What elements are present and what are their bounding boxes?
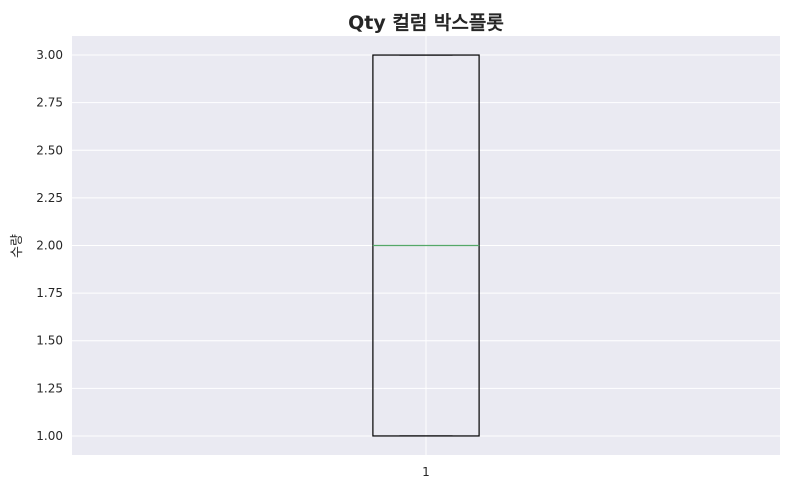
y-tick-label: 1.75 <box>36 286 63 300</box>
box-group <box>372 54 480 437</box>
y-tick-label: 2.50 <box>36 143 63 157</box>
y-tick-label: 3.00 <box>36 48 63 62</box>
y-tick-label: 2.75 <box>36 96 63 110</box>
box-item <box>372 54 480 437</box>
y-tick-label: 1.00 <box>36 429 63 443</box>
x-tick-labels: 1 <box>422 465 430 479</box>
y-tick-label: 1.50 <box>36 334 63 348</box>
y-axis-label: 수량 <box>10 234 25 258</box>
y-tick-label: 2.00 <box>36 239 63 253</box>
x-tick-label: 1 <box>422 465 430 479</box>
y-tick-label: 2.25 <box>36 191 63 205</box>
chart-title: Qty 컬럼 박스플롯 <box>348 12 504 34</box>
y-tick-labels: 1.00 1.25 1.50 1.75 2.00 2.25 2.50 2.75 3.00 <box>36 48 63 443</box>
y-tick-label: 1.25 <box>36 381 63 395</box>
